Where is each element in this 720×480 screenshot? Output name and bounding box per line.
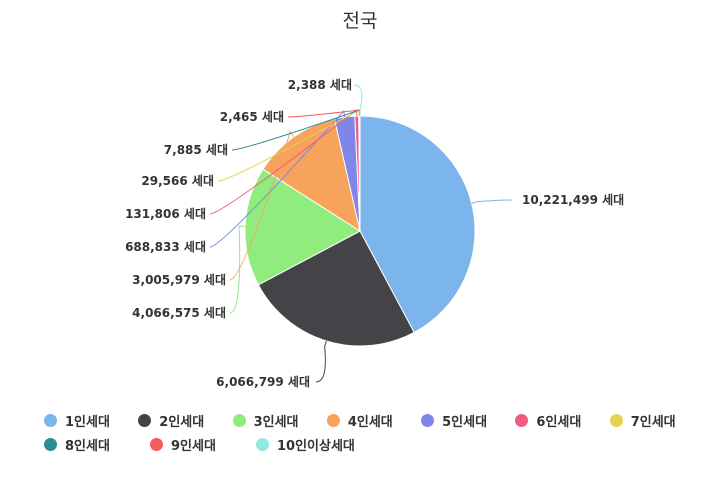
legend-label: 5인세대 [442, 414, 488, 430]
legend-marker [138, 413, 152, 427]
data-label-2: 6,066,799 세대 [216, 374, 310, 389]
data-label-8: 7,885 세대 [164, 142, 228, 157]
legend-item-3[interactable]: 3인세대 [232, 411, 321, 430]
legend-marker [150, 437, 163, 451]
legend-item-2[interactable]: 2인세대 [138, 411, 226, 430]
legend-label: 3인세대 [253, 414, 299, 430]
legend-item-6[interactable]: 6인세대 [515, 411, 603, 430]
legend-item-4[interactable]: 4인세대 [326, 411, 415, 430]
connector-line-3 [229, 225, 246, 314]
legend-label: 7인세대 [630, 414, 676, 430]
data-label-6: 131,806 세대 [125, 206, 206, 221]
data-label-7: 29,566 세대 [141, 173, 214, 188]
connector-line-4 [229, 130, 295, 281]
legend-marker [609, 413, 623, 427]
legend-label: 1인세대 [65, 414, 110, 430]
chart-title: 전국 [342, 10, 378, 32]
legend-marker [326, 413, 340, 427]
legend-label: 8인세대 [65, 438, 110, 454]
legend-item-10[interactable]: 10인이상세대 [256, 435, 374, 454]
legend-marker [421, 413, 435, 427]
legend-row: 1인세대 2인세대 3인세대 4인세대 5인세대 6인세대 7인세대 [44, 408, 704, 432]
legend-item-7[interactable]: 7인세대 [609, 411, 698, 430]
legend-label: 6인세대 [536, 414, 582, 430]
pie-slice-2[interactable] [257, 230, 415, 347]
connector-line-10 [353, 84, 363, 117]
legend-label: 9인세대 [171, 438, 216, 454]
data-label-5: 688,833 세대 [125, 239, 206, 254]
connector-line-6 [209, 109, 358, 215]
legend-marker [232, 413, 246, 427]
connector-line-8 [231, 109, 361, 151]
pie-slice-1[interactable] [359, 115, 476, 334]
legend-marker [44, 437, 57, 451]
legend-row: 8인세대 9인세대 10인이상세대 [44, 432, 704, 456]
legend-item-1[interactable]: 1인세대 [44, 411, 132, 430]
pie-plot-area: 10,221,499 세대 6,066,799 세대 4,066,575 세대 3,0… [125, 77, 624, 389]
legend-label: 10인이상세대 [277, 438, 355, 454]
legend-item-8[interactable]: 8인세대 [44, 435, 144, 454]
legend-label: 2인세대 [159, 414, 205, 430]
data-label-1: 10,221,499 세대 [522, 192, 624, 207]
connector-line-7 [217, 109, 360, 182]
legend-item-9[interactable]: 9인세대 [150, 435, 250, 454]
data-label-4: 3,005,979 세대 [132, 272, 226, 287]
legend-item-5[interactable]: 5인세대 [421, 411, 509, 430]
legend: 1인세대 2인세대 3인세대 4인세대 5인세대 6인세대 7인세대 8인세대 9인세대 10인… [44, 408, 704, 456]
data-label-10: 2,388 세대 [288, 77, 352, 92]
connector-line-1 [471, 199, 513, 204]
legend-marker [515, 413, 529, 427]
pie-slice-3[interactable] [244, 168, 361, 286]
legend-marker [44, 413, 57, 427]
connector-line-2 [315, 340, 327, 383]
data-label-3: 4,066,575 세대 [132, 305, 226, 320]
legend-marker [256, 437, 269, 451]
data-label-9: 2,465 세대 [220, 109, 284, 124]
legend-label: 4인세대 [347, 414, 393, 430]
connector-line-5 [209, 109, 346, 248]
